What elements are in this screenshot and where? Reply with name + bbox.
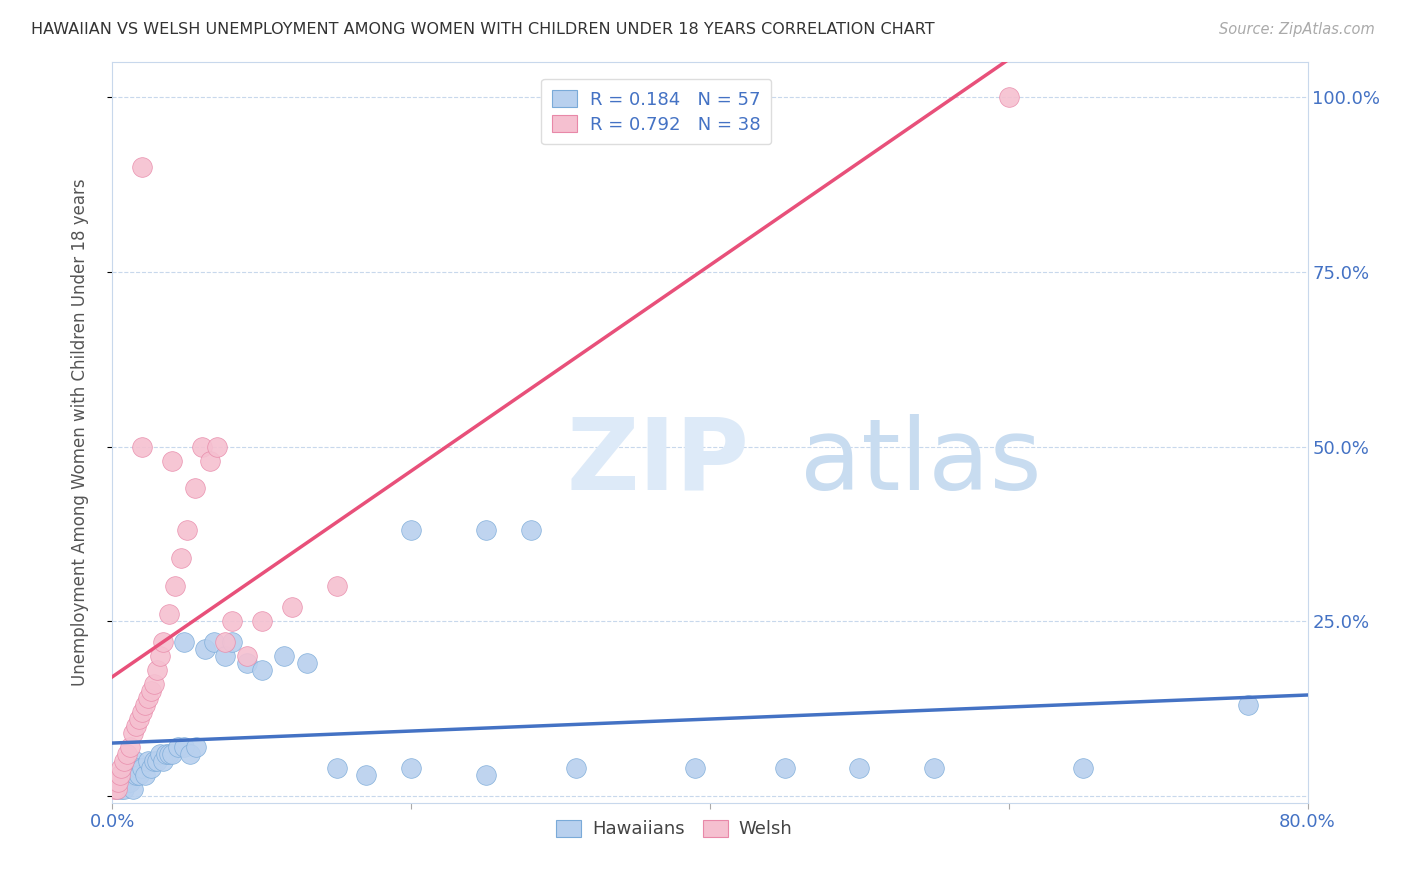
Point — [120, 775, 142, 789]
Point — [103, 781, 125, 796]
Point — [202, 635, 225, 649]
Point — [325, 579, 347, 593]
Point — [121, 768, 143, 782]
Point — [162, 453, 183, 467]
Point — [134, 698, 156, 712]
Point — [125, 768, 148, 782]
Point — [194, 642, 217, 657]
Point — [110, 781, 132, 796]
Point — [152, 635, 174, 649]
Point — [162, 747, 183, 761]
Point — [205, 440, 228, 454]
Point — [281, 600, 304, 615]
Point — [191, 440, 214, 454]
Point — [120, 739, 142, 754]
Point — [125, 719, 148, 733]
Point — [157, 747, 180, 761]
Point — [250, 663, 273, 677]
Point — [141, 761, 163, 775]
Point — [848, 761, 870, 775]
Point — [173, 635, 195, 649]
Point — [176, 524, 198, 538]
Point — [683, 761, 706, 775]
Point — [214, 635, 236, 649]
Point — [146, 663, 169, 677]
Point — [104, 775, 127, 789]
Point — [520, 524, 543, 538]
Point — [124, 754, 146, 768]
Legend: Hawaiians, Welsh: Hawaiians, Welsh — [548, 813, 800, 846]
Point — [149, 649, 172, 664]
Point — [108, 768, 131, 782]
Text: atlas: atlas — [800, 414, 1042, 511]
Point — [149, 747, 172, 761]
Point — [146, 754, 169, 768]
Point — [134, 768, 156, 782]
Point — [138, 691, 160, 706]
Point — [117, 775, 139, 789]
Point — [117, 747, 139, 761]
Point — [108, 768, 131, 782]
Point — [152, 754, 174, 768]
Point — [356, 768, 378, 782]
Point — [105, 781, 128, 796]
Point — [1237, 698, 1260, 712]
Point — [167, 739, 190, 754]
Point — [295, 656, 318, 670]
Y-axis label: Unemployment Among Women with Children Under 18 years: Unemployment Among Women with Children U… — [70, 178, 89, 687]
Point — [105, 781, 128, 796]
Point — [131, 160, 153, 174]
Point — [173, 739, 195, 754]
Point — [118, 761, 141, 775]
Point — [236, 649, 259, 664]
Point — [998, 90, 1021, 104]
Point — [198, 453, 221, 467]
Point — [475, 524, 498, 538]
Point — [127, 761, 149, 775]
Point — [1073, 761, 1095, 775]
Point — [250, 614, 273, 628]
Point — [183, 482, 205, 496]
Point — [773, 761, 796, 775]
Point — [170, 551, 193, 566]
Point — [131, 761, 153, 775]
Text: HAWAIIAN VS WELSH UNEMPLOYMENT AMONG WOMEN WITH CHILDREN UNDER 18 YEARS CORRELAT: HAWAIIAN VS WELSH UNEMPLOYMENT AMONG WOM… — [31, 22, 935, 37]
Point — [114, 754, 135, 768]
Point — [273, 649, 295, 664]
Point — [131, 440, 153, 454]
Point — [221, 614, 243, 628]
Point — [111, 775, 134, 789]
Point — [221, 635, 243, 649]
Point — [104, 775, 127, 789]
Point — [138, 754, 160, 768]
Point — [107, 775, 129, 789]
Point — [214, 649, 236, 664]
Point — [179, 747, 201, 761]
Point — [922, 761, 945, 775]
Point — [114, 781, 135, 796]
Point — [186, 739, 208, 754]
Point — [115, 768, 138, 782]
Point — [325, 761, 347, 775]
Point — [107, 775, 129, 789]
Point — [122, 726, 145, 740]
Point — [141, 684, 163, 698]
Point — [122, 781, 145, 796]
Point — [475, 768, 498, 782]
Point — [401, 761, 423, 775]
Text: Source: ZipAtlas.com: Source: ZipAtlas.com — [1219, 22, 1375, 37]
Text: ZIP: ZIP — [567, 414, 749, 511]
Point — [131, 705, 153, 719]
Point — [155, 747, 177, 761]
Point — [143, 677, 166, 691]
Point — [236, 656, 259, 670]
Point — [128, 768, 150, 782]
Point — [128, 712, 150, 726]
Point — [143, 754, 166, 768]
Point — [157, 607, 180, 622]
Point — [165, 579, 187, 593]
Point — [564, 761, 586, 775]
Point — [401, 524, 423, 538]
Point — [110, 761, 132, 775]
